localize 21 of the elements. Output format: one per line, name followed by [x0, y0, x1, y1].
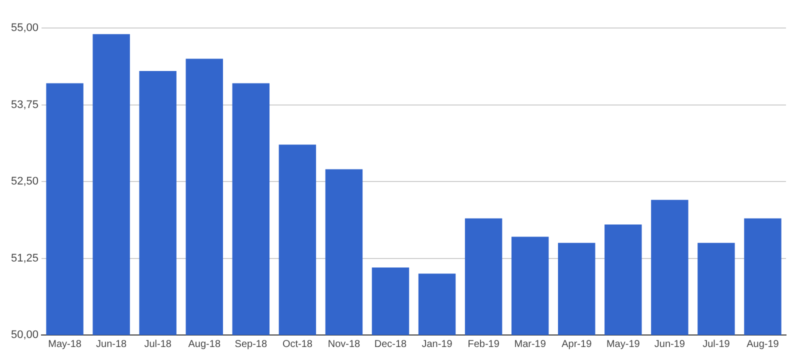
- x-tick-label: Aug-19: [746, 338, 780, 350]
- x-tick-label: Jun-18: [96, 338, 128, 350]
- x-tick-label: Sep-18: [234, 338, 268, 350]
- y-tick-label: 51,25: [10, 252, 39, 264]
- x-tick-label: Feb-19: [468, 338, 500, 350]
- x-tick-label: May-19: [606, 338, 640, 350]
- x-tick-label: Nov-18: [328, 338, 361, 350]
- y-tick-label: 52,50: [10, 176, 39, 188]
- x-tick-label: Apr-19: [562, 338, 592, 350]
- x-tick-label: Jul-18: [144, 338, 172, 350]
- x-tick-label: Jun-19: [654, 338, 686, 350]
- x-tick-label: Jul-19: [702, 338, 730, 350]
- x-tick-label: Oct-18: [282, 338, 313, 350]
- x-tick-label: Dec-18: [374, 338, 408, 350]
- y-tick-label: 50,00: [10, 329, 39, 342]
- x-tick-label: Aug-18: [188, 338, 221, 350]
- x-tick-label: May-18: [48, 338, 82, 350]
- x-tick-label: Mar-19: [514, 338, 546, 350]
- x-tick-label: Jan-19: [422, 338, 453, 350]
- y-tick-label: 53,75: [10, 98, 39, 111]
- y-tick-label: 55,00: [10, 22, 39, 34]
